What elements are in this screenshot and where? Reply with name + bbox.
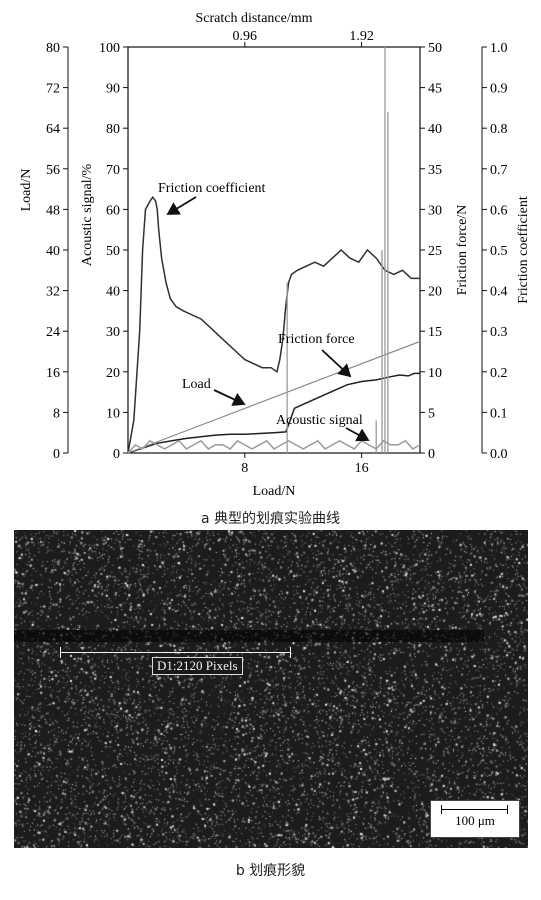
scratch-micrograph: D1:2120 Pixels 100 μm <box>14 530 528 848</box>
top-tick-label: 1.92 <box>349 29 374 44</box>
chart-caption: a 典型的划痕实验曲线 <box>200 511 341 527</box>
load-tick-label: 32 <box>46 285 60 300</box>
series-friction-coefficient <box>127 195 420 454</box>
annotation-label: Friction coefficient <box>158 181 266 196</box>
annotation-arrow-3 <box>345 427 370 442</box>
top-tick-label: 0.96 <box>233 29 258 44</box>
load-tick-label: 64 <box>46 122 60 137</box>
friction_force-tick-label: 10 <box>428 366 442 381</box>
friction-force-axis-label: Friction force/N <box>455 205 470 296</box>
friction_force-tick-label: 5 <box>428 406 435 421</box>
acoustic-tick-label: 0 <box>113 447 120 462</box>
scale-bar-tick-right <box>507 805 508 814</box>
x-tick-label: 16 <box>355 461 369 476</box>
friction_coefficient-tick-label: 0.7 <box>490 163 508 178</box>
x-tick-label: 8 <box>241 461 248 476</box>
load-tick-label: 24 <box>46 325 60 340</box>
top-axis-label: Scratch distance/mm <box>195 11 312 26</box>
load-tick-label: 8 <box>53 406 60 421</box>
friction_coefficient-tick-label: 0.6 <box>490 203 508 218</box>
annotation-arrow-1 <box>321 349 352 378</box>
acoustic-tick-label: 90 <box>106 82 120 97</box>
friction_coefficient-tick-label: 0.4 <box>490 285 508 300</box>
annotation-label: Acoustic signal <box>276 413 363 428</box>
load-tick-label: 0 <box>53 447 60 462</box>
scale-bar: 100 μm <box>430 800 520 838</box>
series-friction-force <box>127 372 420 454</box>
load-axis-label: Load/N <box>19 169 34 212</box>
scale-bar-label: 100 μm <box>455 813 495 828</box>
friction_force-tick-label: 45 <box>428 82 442 97</box>
friction_force-tick-label: 40 <box>428 122 442 137</box>
friction_coefficient-tick-label: 0.3 <box>490 325 508 340</box>
series-load <box>127 340 421 454</box>
load-tick-label: 40 <box>46 244 60 259</box>
micrograph-texture <box>14 530 528 848</box>
series-acoustic-signal <box>127 439 421 454</box>
annotation-arrow-2 <box>213 389 246 406</box>
acoustic-tick-label: 60 <box>106 203 120 218</box>
annotation-label: Load <box>182 377 211 392</box>
acoustic-tick-label: 80 <box>106 122 120 137</box>
measurement-tick-end <box>290 647 291 658</box>
friction_force-tick-label: 15 <box>428 325 442 340</box>
scale-bar-line <box>441 809 507 810</box>
measurement-line <box>60 652 290 653</box>
scratch-track <box>14 630 484 642</box>
load-tick-label: 72 <box>46 82 60 97</box>
measurement-label: D1:2120 Pixels <box>152 657 243 675</box>
friction_force-tick-label: 20 <box>428 285 442 300</box>
friction_coefficient-tick-label: 0.0 <box>490 447 508 462</box>
plot-frame <box>127 46 421 454</box>
friction_force-tick-label: 35 <box>428 163 442 178</box>
friction_force-tick-label: 25 <box>428 244 442 259</box>
acoustic-tick-label: 20 <box>106 366 120 381</box>
acoustic-tick-label: 30 <box>106 325 120 340</box>
friction_coefficient-tick-label: 0.5 <box>490 244 508 259</box>
scratch-test-chart: 8 16 Load/N 0.96 1.92 Scratch distance/mm 0 8 16… <box>19 11 531 499</box>
scale-bar-tick-left <box>441 805 442 814</box>
friction_coefficient-tick-label: 1.0 <box>490 41 508 56</box>
friction-coefficient-axis-label: Friction coefficient <box>516 196 531 304</box>
acoustic-tick-label: 50 <box>106 244 120 259</box>
measurement-tick-start <box>60 647 61 658</box>
friction_force-tick-label: 0 <box>428 447 435 462</box>
load-tick-label: 16 <box>46 366 60 381</box>
annotation-label: Friction force <box>278 332 355 347</box>
friction_force-tick-label: 50 <box>428 41 442 56</box>
load-tick-label: 48 <box>46 203 60 218</box>
friction_force-tick-label: 30 <box>428 203 442 218</box>
acoustic-tick-label: 10 <box>106 406 120 421</box>
friction_coefficient-tick-label: 0.8 <box>490 122 508 137</box>
load-tick-label: 56 <box>46 163 60 178</box>
friction_coefficient-tick-label: 0.1 <box>490 406 508 421</box>
annotation-arrow-0 <box>166 196 197 215</box>
load-tick-label: 80 <box>46 41 60 56</box>
acoustic-axis-label: Acoustic signal/% <box>80 164 95 267</box>
acoustic-tick-label: 40 <box>106 285 120 300</box>
friction_coefficient-tick-label: 0.9 <box>490 82 508 97</box>
acoustic-tick-label: 70 <box>106 163 120 178</box>
x-axis-label: Load/N <box>253 484 296 499</box>
micrograph-caption: b 划痕形貌 <box>235 863 306 879</box>
acoustic-tick-label: 100 <box>99 41 120 56</box>
friction_coefficient-tick-label: 0.2 <box>490 366 508 381</box>
